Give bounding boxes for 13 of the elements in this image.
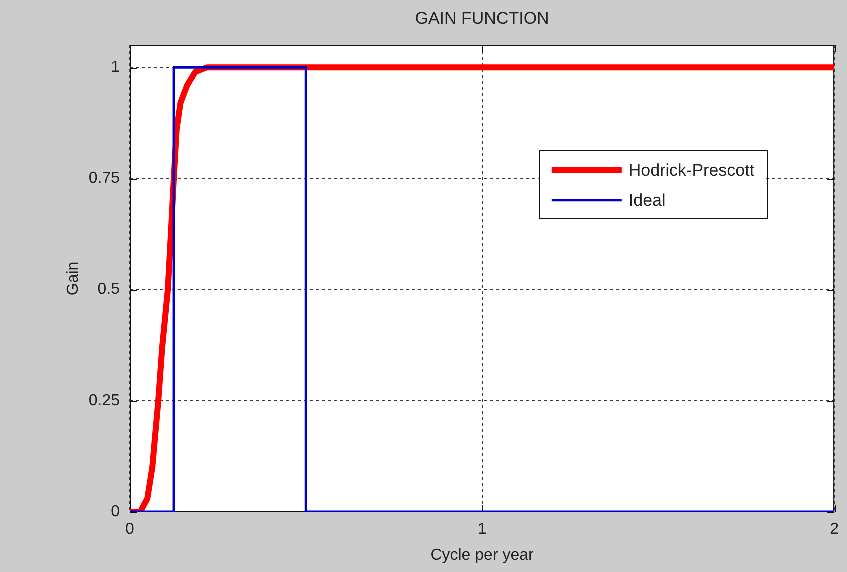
x-tick-label: 0 (126, 521, 135, 538)
y-tick-label: 0.75 (88, 170, 120, 188)
x-axis-title: Cycle per year (430, 546, 535, 564)
y-tick-label: 0.25 (88, 392, 120, 410)
x-tick-label: 2 (830, 521, 840, 538)
y-axis-title: Gain (65, 262, 82, 296)
x-tick-label: 1 (478, 521, 487, 538)
chart-title: GAIN FUNCTION (415, 8, 550, 28)
y-tick-label: 0.5 (98, 281, 120, 298)
legend-label: Hodrick-Prescott (628, 161, 755, 180)
legend-label: Ideal (628, 191, 666, 210)
y-tick-label: 0 (111, 503, 120, 520)
y-tick-label: 1 (111, 59, 120, 76)
